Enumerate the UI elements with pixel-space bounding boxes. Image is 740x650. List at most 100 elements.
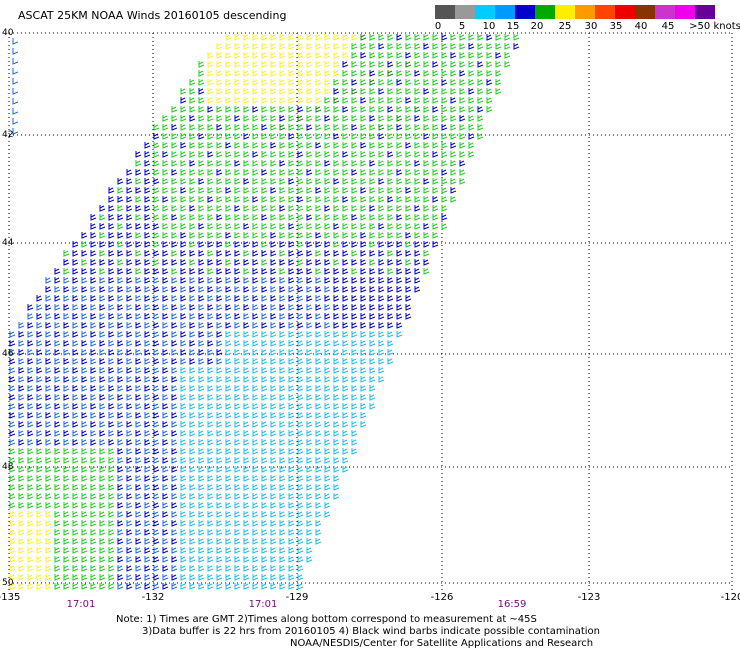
wind-barb: [378, 133, 385, 140]
wind-barb: [126, 394, 133, 401]
wind-barb: [12, 88, 19, 95]
wind-barb: [180, 169, 187, 176]
wind-barb: [261, 358, 268, 365]
wind-barb: [18, 340, 25, 347]
wind-barb: [342, 466, 349, 473]
wind-barb: [252, 502, 259, 509]
wind-barb: [171, 124, 178, 131]
wind-barb: [45, 574, 52, 581]
wind-barb: [189, 421, 196, 428]
wind-barb: [234, 385, 241, 392]
wind-barb: [81, 421, 88, 428]
wind-barb: [306, 529, 313, 536]
wind-barb: [225, 133, 232, 140]
wind-barb: [144, 322, 151, 329]
wind-barb: [405, 223, 412, 230]
wind-barb: [252, 295, 259, 302]
wind-barb: [342, 160, 349, 167]
wind-barb: [306, 349, 313, 356]
wind-barb: [54, 583, 61, 590]
wind-barb: [243, 403, 250, 410]
wind-barb: [261, 250, 268, 257]
wind-barb: [459, 61, 466, 68]
wind-barb: [351, 223, 358, 230]
wind-barb: [270, 196, 277, 203]
wind-barb: [414, 205, 421, 212]
wind-barb: [315, 358, 322, 365]
wind-barb: [126, 538, 133, 545]
wind-barb: [198, 232, 205, 239]
wind-barb: [252, 385, 259, 392]
wind-barb: [72, 448, 79, 455]
wind-barb: [171, 502, 178, 509]
wind-barb: [180, 295, 187, 302]
wind-barb: [414, 43, 421, 50]
wind-barb: [207, 430, 214, 437]
wind-barb: [234, 457, 241, 464]
wind-barb: [243, 151, 250, 158]
wind-barb: [387, 322, 394, 329]
wind-barb: [117, 394, 124, 401]
wind-barb: [423, 124, 430, 131]
wind-barb: [27, 412, 34, 419]
wind-barb: [99, 223, 106, 230]
wind-barb: [378, 43, 385, 50]
wind-barb: [252, 313, 259, 320]
wind-barb: [360, 268, 367, 275]
wind-barb: [243, 79, 250, 86]
wind-barb: [144, 583, 151, 590]
wind-barb: [99, 322, 106, 329]
wind-barb: [99, 304, 106, 311]
wind-barb: [234, 547, 241, 554]
wind-barb: [243, 286, 250, 293]
wind-barb: [477, 115, 484, 122]
wind-barb: [153, 313, 160, 320]
wind-barb: [18, 484, 25, 491]
wind-barb: [207, 322, 214, 329]
wind-barb: [423, 232, 430, 239]
wind-barb: [225, 583, 232, 590]
wind-barb: [243, 124, 250, 131]
wind-barb: [405, 205, 412, 212]
wind-barb: [99, 439, 106, 446]
wind-barb: [180, 241, 187, 248]
wind-barb: [180, 268, 187, 275]
wind-barb: [396, 133, 403, 140]
wind-barb: [171, 376, 178, 383]
wind-barb: [441, 196, 448, 203]
wind-barb: [396, 61, 403, 68]
wind-barb: [261, 466, 268, 473]
wind-barb: [162, 196, 169, 203]
wind-barb: [180, 385, 187, 392]
wind-barb: [279, 439, 286, 446]
wind-barb: [225, 124, 232, 131]
wind-barb: [243, 502, 250, 509]
wind-barb: [198, 331, 205, 338]
wind-barb: [36, 466, 43, 473]
wind-barb: [297, 52, 304, 59]
wind-barb: [450, 151, 457, 158]
wind-barb: [378, 322, 385, 329]
wind-barb: [54, 493, 61, 500]
wind-barb: [189, 313, 196, 320]
wind-barb: [207, 583, 214, 590]
wind-barb: [306, 268, 313, 275]
wind-barb: [369, 34, 376, 41]
wind-barb: [315, 394, 322, 401]
wind-barb: [360, 358, 367, 365]
wind-barb: [306, 367, 313, 374]
wind-barb: [126, 340, 133, 347]
wind-barb: [207, 394, 214, 401]
wind-barb: [396, 79, 403, 86]
wind-barb: [117, 277, 124, 284]
wind-barb: [405, 160, 412, 167]
wind-barb: [396, 124, 403, 131]
wind-barb: [234, 349, 241, 356]
wind-barb: [450, 124, 457, 131]
wind-barb: [45, 520, 52, 527]
wind-barb: [351, 43, 358, 50]
scale-swatch-10: [635, 5, 655, 19]
wind-barb: [189, 574, 196, 581]
wind-barb: [333, 79, 340, 86]
wind-barb: [153, 547, 160, 554]
